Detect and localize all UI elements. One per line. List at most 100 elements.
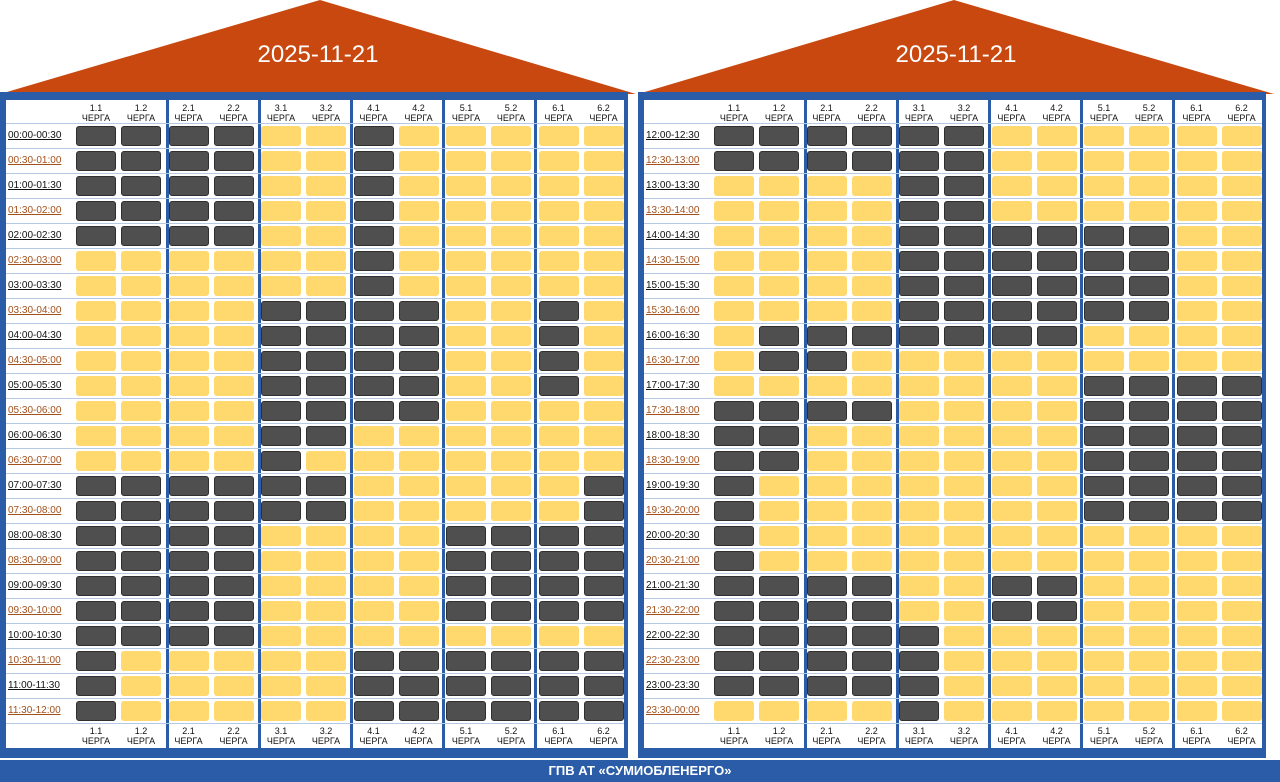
power-off-cell bbox=[353, 201, 394, 221]
power-off-cell bbox=[168, 176, 209, 196]
group-header-3-1: 3.1 ЧЕРГА bbox=[259, 103, 303, 123]
power-off-cell bbox=[899, 176, 939, 196]
power-on-cell bbox=[1129, 351, 1169, 371]
power-on-cell bbox=[353, 576, 394, 596]
power-off-cell bbox=[76, 601, 116, 621]
power-off-cell bbox=[851, 401, 892, 421]
power-on-cell bbox=[714, 276, 754, 296]
time-slot-label: 16:30-17:00 bbox=[646, 355, 700, 366]
power-on-cell bbox=[261, 151, 301, 171]
power-on-cell bbox=[1129, 126, 1169, 146]
power-on-cell bbox=[1084, 651, 1124, 671]
power-off-cell bbox=[714, 576, 754, 596]
power-on-cell bbox=[1221, 201, 1262, 221]
power-on-cell bbox=[1129, 601, 1169, 621]
power-on-cell bbox=[168, 701, 209, 721]
group-separator bbox=[534, 100, 537, 748]
power-on-cell bbox=[944, 601, 984, 621]
power-off-cell bbox=[1129, 301, 1169, 321]
row-separator bbox=[644, 573, 1262, 574]
power-off-cell bbox=[851, 151, 892, 171]
power-off-cell bbox=[121, 526, 161, 546]
power-off-cell bbox=[76, 151, 116, 171]
power-off-cell bbox=[899, 226, 939, 246]
power-off-cell bbox=[491, 576, 531, 596]
queue-label: ЧЕРГА bbox=[1089, 113, 1119, 123]
power-on-cell bbox=[991, 426, 1032, 446]
power-off-cell bbox=[899, 676, 939, 696]
power-off-cell bbox=[121, 151, 161, 171]
power-off-cell bbox=[213, 601, 254, 621]
group-number: 2.2 bbox=[865, 726, 878, 736]
power-on-cell bbox=[583, 276, 624, 296]
group-footer-label-4-2: 4.2 ЧЕРГА bbox=[397, 726, 441, 746]
queue-label: ЧЕРГА bbox=[451, 113, 481, 123]
time-slot-label: 10:30-11:00 bbox=[8, 655, 61, 666]
power-off-cell bbox=[168, 626, 209, 646]
queue-label: ЧЕРГА bbox=[904, 736, 934, 746]
queue-label: ЧЕРГА bbox=[589, 113, 618, 123]
group-separator bbox=[988, 100, 991, 748]
power-off-cell bbox=[583, 476, 624, 496]
power-off-cell bbox=[76, 626, 116, 646]
power-off-cell bbox=[261, 301, 301, 321]
power-on-cell bbox=[899, 351, 939, 371]
power-off-cell bbox=[168, 576, 209, 596]
power-on-cell bbox=[121, 276, 161, 296]
power-on-cell bbox=[398, 576, 439, 596]
power-off-cell bbox=[538, 551, 579, 571]
power-on-cell bbox=[261, 276, 301, 296]
schedule-panel-first-half: 2025-11-21 1.1 ЧЕРГА 1.2 ЧЕРГА 2.1 ЧЕРГА 2.2 ЧЕ… bbox=[0, 0, 636, 760]
power-on-cell bbox=[306, 701, 346, 721]
group-header-4-2: 4.2 ЧЕРГА bbox=[397, 103, 441, 123]
queue-label: ЧЕРГА bbox=[764, 736, 794, 746]
power-on-cell bbox=[261, 176, 301, 196]
power-on-cell bbox=[306, 451, 346, 471]
power-off-cell bbox=[806, 126, 847, 146]
power-on-cell bbox=[1129, 701, 1169, 721]
power-on-cell bbox=[944, 576, 984, 596]
power-off-cell bbox=[168, 601, 209, 621]
power-off-cell bbox=[991, 251, 1032, 271]
power-off-cell bbox=[168, 476, 209, 496]
group-footer-label-4-1: 4.1 ЧЕРГА bbox=[352, 726, 396, 746]
power-on-cell bbox=[806, 251, 847, 271]
power-on-cell bbox=[76, 401, 116, 421]
power-off-cell bbox=[1221, 401, 1262, 421]
time-slot-label: 02:30-03:00 bbox=[8, 255, 62, 266]
power-off-cell bbox=[538, 326, 579, 346]
power-on-cell bbox=[1221, 226, 1262, 246]
power-on-cell bbox=[1036, 626, 1077, 646]
power-on-cell bbox=[261, 701, 301, 721]
row-separator bbox=[6, 648, 624, 649]
power-on-cell bbox=[759, 476, 799, 496]
power-off-cell bbox=[806, 676, 847, 696]
power-off-cell bbox=[1036, 226, 1077, 246]
power-on-cell bbox=[991, 126, 1032, 146]
row-separator bbox=[644, 348, 1262, 349]
power-on-cell bbox=[1036, 501, 1077, 521]
group-number: 5.2 bbox=[504, 103, 518, 113]
row-separator bbox=[6, 723, 624, 724]
power-off-cell bbox=[168, 201, 209, 221]
group-number: 2.1 bbox=[820, 103, 833, 113]
power-on-cell bbox=[261, 626, 301, 646]
group-number: 5.2 bbox=[504, 726, 518, 736]
group-footer-label-1-1: 1.1 ЧЕРГА bbox=[74, 726, 118, 746]
power-on-cell bbox=[446, 351, 486, 371]
power-on-cell bbox=[306, 676, 346, 696]
queue-label: ЧЕРГА bbox=[359, 113, 388, 123]
queue-label: ЧЕРГА bbox=[174, 736, 203, 746]
power-on-cell bbox=[1036, 526, 1077, 546]
power-on-cell bbox=[991, 151, 1032, 171]
power-off-cell bbox=[446, 676, 486, 696]
power-on-cell bbox=[121, 326, 161, 346]
group-number: 6.1 bbox=[552, 103, 565, 113]
power-off-cell bbox=[306, 301, 346, 321]
power-off-cell bbox=[1084, 276, 1124, 296]
group-number: 4.1 bbox=[1005, 726, 1018, 736]
power-on-cell bbox=[121, 351, 161, 371]
power-on-cell bbox=[583, 126, 624, 146]
group-footer-label-3-1: 3.1 ЧЕРГА bbox=[897, 726, 941, 746]
power-off-cell bbox=[121, 626, 161, 646]
